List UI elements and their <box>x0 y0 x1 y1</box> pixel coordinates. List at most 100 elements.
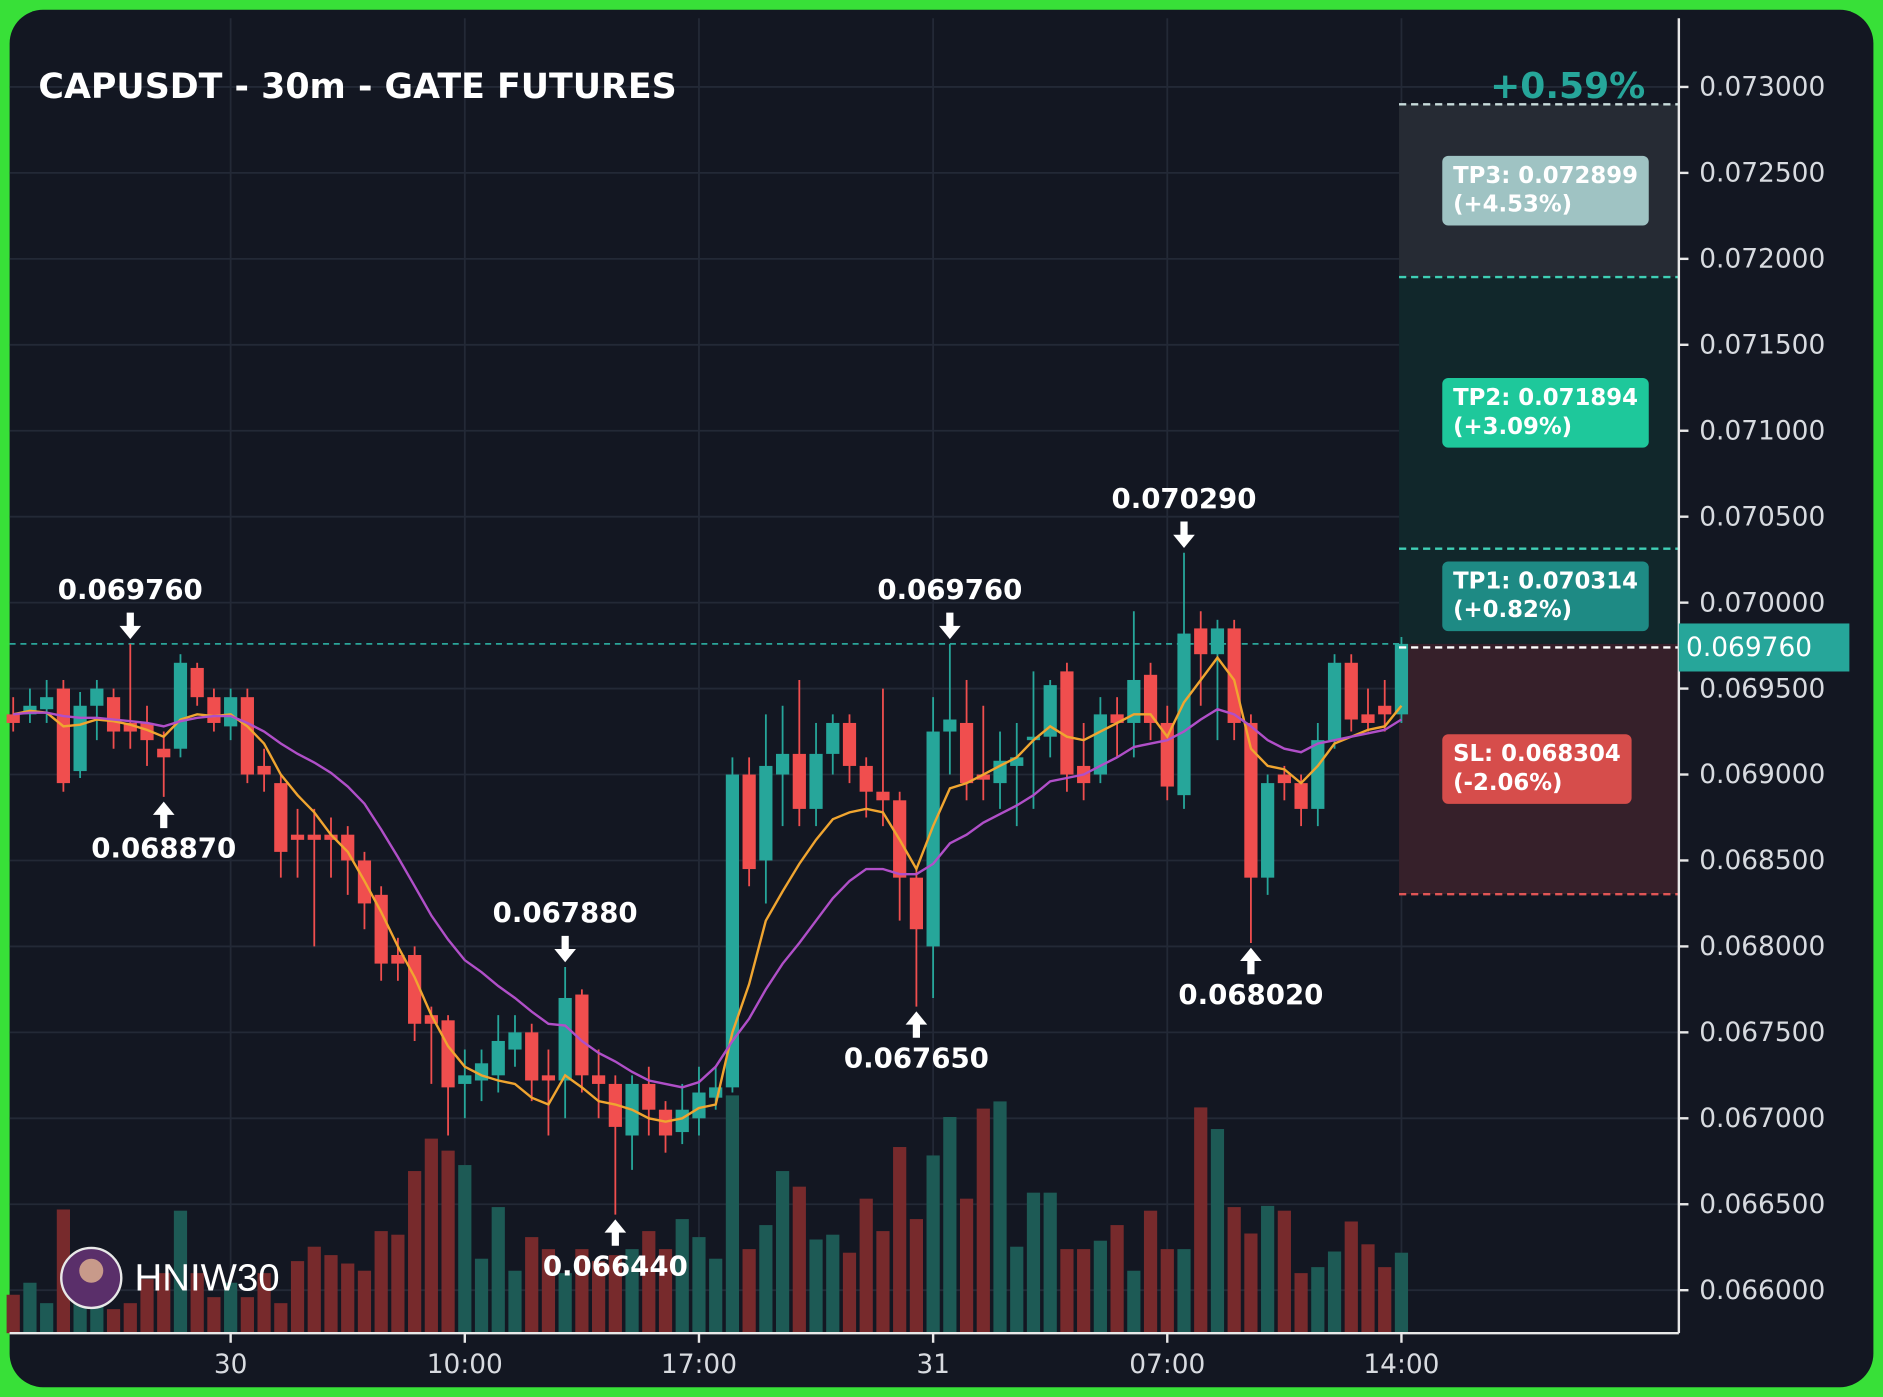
candle-body <box>40 697 54 710</box>
x-tick-label: 14:00 <box>1363 1349 1439 1380</box>
candle-body <box>558 997 572 1081</box>
x-tick-label: 07:00 <box>1129 1349 1205 1380</box>
y-tick-label: 0.072500 <box>1699 158 1825 189</box>
level-box-bg <box>1442 561 1649 632</box>
candle-body <box>943 719 957 732</box>
level-label: SL: 0.068304 <box>1453 741 1621 767</box>
y-tick-label: 0.066500 <box>1699 1189 1825 1220</box>
candle-body <box>307 834 321 840</box>
candle-body <box>274 783 288 852</box>
volume-bar <box>424 1138 438 1334</box>
candle-body <box>224 697 238 727</box>
candle-body <box>157 748 171 758</box>
y-tick-label: 0.072000 <box>1699 244 1825 275</box>
low-label: 0.066440 <box>543 1249 688 1282</box>
candle-body <box>1194 628 1208 655</box>
volume-bar <box>123 1303 137 1334</box>
volume-bar <box>374 1231 388 1334</box>
high-label: 0.069760 <box>877 573 1022 606</box>
arrow <box>554 935 576 963</box>
volume-bar <box>842 1252 857 1334</box>
candle-body <box>541 1075 556 1081</box>
x-tick-label: 10:00 <box>427 1349 503 1380</box>
candle-body <box>842 722 857 766</box>
volume-bar <box>1394 1252 1409 1334</box>
volume-bar <box>725 1095 740 1334</box>
volume-bar <box>491 1207 505 1334</box>
candle-body <box>424 1015 438 1024</box>
y-tick-label: 0.070000 <box>1699 587 1825 618</box>
candle-body <box>725 774 740 1088</box>
level-box: TP1: 0.070314 (+0.82%) <box>1442 561 1649 632</box>
volume-bar <box>792 1186 806 1334</box>
volume-bar <box>1077 1249 1091 1334</box>
volume-bar <box>1361 1244 1375 1334</box>
high-label: 0.067880 <box>493 896 638 929</box>
volume-bar <box>1277 1210 1291 1334</box>
level-label: TP3: 0.072899 <box>1453 163 1638 189</box>
volume-bar <box>1177 1249 1191 1334</box>
volume-bar <box>508 1270 522 1334</box>
candle-body <box>1394 643 1409 715</box>
arrow <box>604 1219 627 1246</box>
candle-body <box>441 1020 455 1088</box>
candle-body <box>1227 628 1241 723</box>
candle-body <box>642 1083 656 1110</box>
volume-bar <box>408 1171 422 1334</box>
candle-body <box>106 697 121 732</box>
candle-body <box>1127 679 1141 723</box>
candle-body <box>508 1032 522 1050</box>
moving-average <box>13 707 1403 1089</box>
chart-title: CAPUSDT - 30m - GATE FUTURES <box>38 67 676 107</box>
candle-body <box>1143 674 1158 723</box>
candle-body <box>1244 722 1258 878</box>
candle-body <box>592 1075 606 1084</box>
candle-body <box>859 765 873 792</box>
volume-bar <box>1210 1129 1225 1334</box>
candle-body <box>1060 671 1074 775</box>
y-tick-label: 0.069500 <box>1699 673 1825 704</box>
candle-body <box>876 791 890 801</box>
volume-bar <box>1026 1192 1041 1334</box>
y-tick-label: 0.069000 <box>1699 759 1825 790</box>
level-box-bg <box>1442 155 1649 226</box>
level-label: TP2: 0.071894 <box>1453 385 1638 411</box>
candle-body <box>458 1075 472 1084</box>
candle-body <box>1361 714 1375 723</box>
candle-body <box>1026 736 1041 741</box>
y-tick-label: 0.067000 <box>1699 1103 1825 1134</box>
candle-body <box>290 834 305 840</box>
volume-bar <box>357 1270 372 1334</box>
x-tick-label: 30 <box>214 1349 248 1380</box>
candle-body <box>1261 783 1275 878</box>
volume-bar <box>1127 1270 1141 1334</box>
level-box: TP2: 0.071894 (+3.09%) <box>1442 378 1649 448</box>
volume-bar <box>441 1150 455 1334</box>
candle-body <box>1010 757 1024 766</box>
low-label: 0.068870 <box>91 832 236 865</box>
candle-body <box>775 753 790 775</box>
volume-bar <box>157 1273 171 1334</box>
volume-bar <box>1311 1267 1325 1334</box>
candle-body <box>324 834 338 840</box>
level-pct: (+0.82%) <box>1453 597 1572 623</box>
y-tick-label: 0.073000 <box>1699 72 1825 103</box>
x-tick-label: 31 <box>916 1349 950 1380</box>
volume-bar <box>190 1273 204 1334</box>
volume-bar <box>525 1237 539 1334</box>
volume-bar <box>775 1171 790 1334</box>
high-label: 0.069760 <box>58 573 203 606</box>
level-pct: (+3.09%) <box>1453 414 1572 440</box>
high-label: 0.070290 <box>1112 482 1257 515</box>
candle-body <box>792 753 806 809</box>
candle-body <box>73 705 87 772</box>
volume-bar <box>759 1225 773 1334</box>
candle-body <box>909 877 924 930</box>
arrow <box>1240 947 1262 975</box>
candle-body <box>1378 705 1392 715</box>
volume-bar <box>658 1249 673 1334</box>
candle-body <box>240 697 254 775</box>
candle-body <box>742 774 756 870</box>
